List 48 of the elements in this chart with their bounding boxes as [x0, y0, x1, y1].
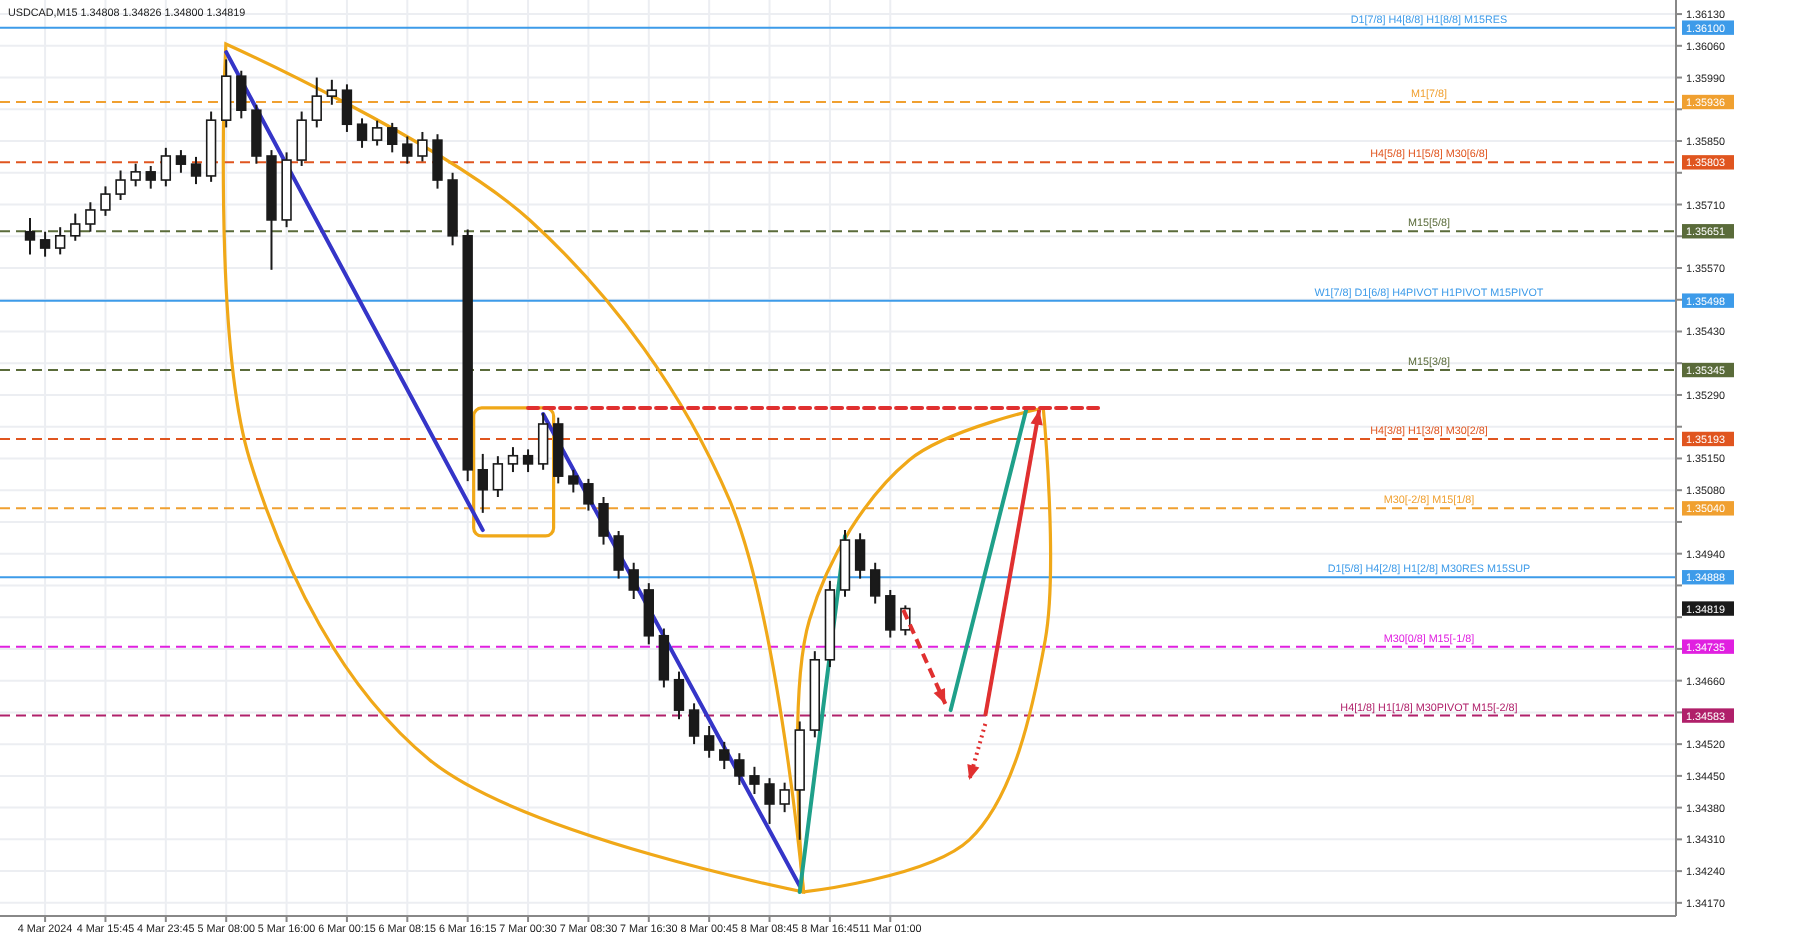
candlestick: [688, 702, 700, 746]
candlestick: [236, 69, 247, 120]
candlestick: [885, 588, 896, 639]
candlestick: [779, 781, 790, 814]
candlestick: [522, 448, 534, 474]
candlestick: [190, 155, 202, 186]
candlestick: [734, 752, 745, 786]
candlestick: [115, 169, 126, 201]
candlestick: [854, 532, 866, 580]
candlestick: [160, 146, 172, 188]
candlestick: [39, 230, 51, 258]
candlestick: [643, 582, 654, 646]
candlestick: [507, 446, 519, 474]
candlestick: [749, 765, 760, 796]
candlestick: [24, 217, 36, 256]
candlestick: [356, 117, 368, 149]
candlestick: [658, 627, 670, 689]
candlestick: [311, 76, 322, 129]
candlestick: [130, 162, 141, 188]
candlestick: [673, 670, 685, 721]
candlestick: [703, 725, 715, 759]
candlestick: [628, 561, 639, 601]
candlestick: [583, 477, 594, 512]
candlestick: [85, 201, 96, 233]
candlestick: [417, 130, 428, 163]
candlestick: [432, 133, 443, 190]
candlestick: [100, 185, 111, 217]
candlestick: [70, 212, 81, 242]
candlestick: [54, 226, 66, 256]
candlestick: [175, 149, 187, 174]
candlestick: [326, 78, 338, 106]
candlestick: [869, 561, 881, 605]
candlestick: [764, 777, 775, 825]
candlestick: [613, 530, 624, 580]
candlestick: [598, 496, 609, 546]
candlestick: [251, 103, 262, 165]
candlestick: [341, 83, 353, 133]
candlestick: [477, 452, 488, 514]
candlestick: [719, 740, 730, 771]
candlestick: [145, 164, 156, 190]
candlestick: [492, 455, 504, 498]
candlestick: [402, 135, 413, 165]
candlestick: [221, 58, 232, 129]
candlestick: [537, 412, 549, 471]
candlestick: [387, 121, 398, 154]
candlestick: [296, 110, 307, 167]
candlestick: [568, 468, 579, 494]
candlestick: [371, 119, 383, 147]
